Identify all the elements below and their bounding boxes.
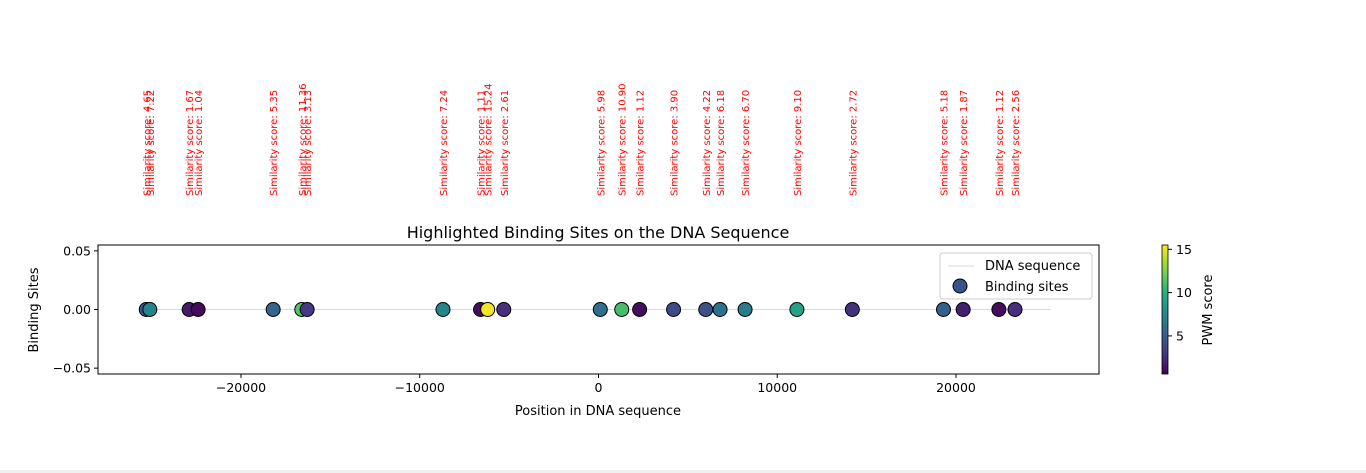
colorbar-tick-label: 10 [1176,285,1192,300]
binding-site-point [666,302,682,317]
binding-site-point [1007,302,1023,317]
binding-site-point [844,302,860,317]
binding-site-point [955,302,971,317]
similarity-annotation: Similarity score: 1.04 [194,90,205,196]
plot-area: −20000 −10000 0 10000 20000 0.05 0.00 −0.05 [53,243,1100,395]
similarity-annotation: Similarity score: 11.36 [298,83,309,196]
binding-site-point [712,302,728,317]
binding-site-point [265,302,281,317]
similarity-annotation: Similarity score: 7.22 [146,90,157,196]
binding-site-point [991,302,1007,317]
binding-site-point [592,302,608,317]
binding-site-point [698,302,714,317]
legend-marker-swatch [952,278,968,294]
similarity-annotation: Similarity score: 15.24 [484,83,495,196]
x-ticks: −20000 −10000 0 10000 20000 [216,374,976,395]
similarity-annotation: Similarity score: 3.13 [303,90,314,196]
similarity-annotation: Similarity score: 1.87 [959,90,970,196]
x-tick-label: 0 [595,380,603,395]
binding-site-point [935,302,951,317]
binding-site-point [789,302,805,317]
x-tick-label: 20000 [936,380,976,395]
binding-site-point [496,302,512,317]
x-tick-label: −20000 [216,380,266,395]
colorbar-tick-label: 5 [1176,328,1184,343]
binding-site-point [142,302,158,317]
x-tick-label: −10000 [395,380,445,395]
similarity-annotation: Similarity score: 2.72 [848,90,859,196]
binding-site-point [435,302,451,317]
colorbar: 5 10 15 PWM score [1161,242,1216,375]
colorbar-label: PWM score [1201,275,1216,346]
binding-site-point [480,302,496,317]
similarity-annotation: Similarity score: 3.90 [670,90,681,196]
y-tick-label: 0.05 [63,243,91,258]
similarity-annotation: Similarity score: 6.70 [741,90,752,196]
similarity-annotation: Similarity score: 5.18 [939,90,950,196]
legend-label-binding: Binding sites [985,280,1069,295]
window-bottom-edge [0,470,1366,473]
similarity-annotation: Similarity score: 2.56 [1011,90,1022,196]
similarity-annotation: Similarity score: 9.10 [793,90,804,196]
legend-box [939,252,1093,300]
similarity-annotation: Similarity score: 1.12 [995,90,1006,196]
similarity-annotation: Similarity score: 1.12 [636,90,647,196]
similarity-annotation: Similarity score: 1.11 [477,90,488,196]
binding-site-point [614,302,630,317]
colorbar-gradient [1161,244,1169,375]
similarity-annotation: Similarity score: 1.67 [185,90,196,196]
legend: DNA sequence Binding sites [939,252,1093,300]
binding-site-point [632,302,648,317]
points-layer [138,302,1023,317]
colorbar-tick-label: 15 [1176,242,1192,257]
x-axis-label: Position in DNA sequence [515,404,681,419]
binding-site-point [299,302,315,317]
binding-site-point [737,302,753,317]
similarity-annotation: Similarity score: 4.22 [702,90,713,196]
similarity-annotation: Similarity score: 5.98 [596,90,607,196]
similarity-annotation: Similarity score: 10.90 [618,83,629,196]
chart-title: Highlighted Binding Sites on the DNA Seq… [407,223,790,242]
similarity-annotation: Similarity score: 2.61 [500,90,511,196]
x-tick-label: 10000 [757,380,797,395]
similarity-annotation: Similarity score: 7.24 [439,90,450,196]
similarity-annotation: Similarity score: 5.35 [269,90,280,196]
similarity-annotation: Similarity score: 6.18 [716,90,727,196]
y-ticks: 0.05 0.00 −0.05 [53,243,98,376]
similarity-annotation: Similarity score: 4.65 [142,90,153,196]
y-tick-label: −0.05 [53,361,91,376]
legend-label-dna: DNA sequence [985,259,1080,274]
y-axis-label: Binding Sites [27,267,42,352]
colorbar-ticks: 5 10 15 [1168,242,1192,343]
y-tick-label: 0.00 [63,302,91,317]
binding-site-point [190,302,206,317]
